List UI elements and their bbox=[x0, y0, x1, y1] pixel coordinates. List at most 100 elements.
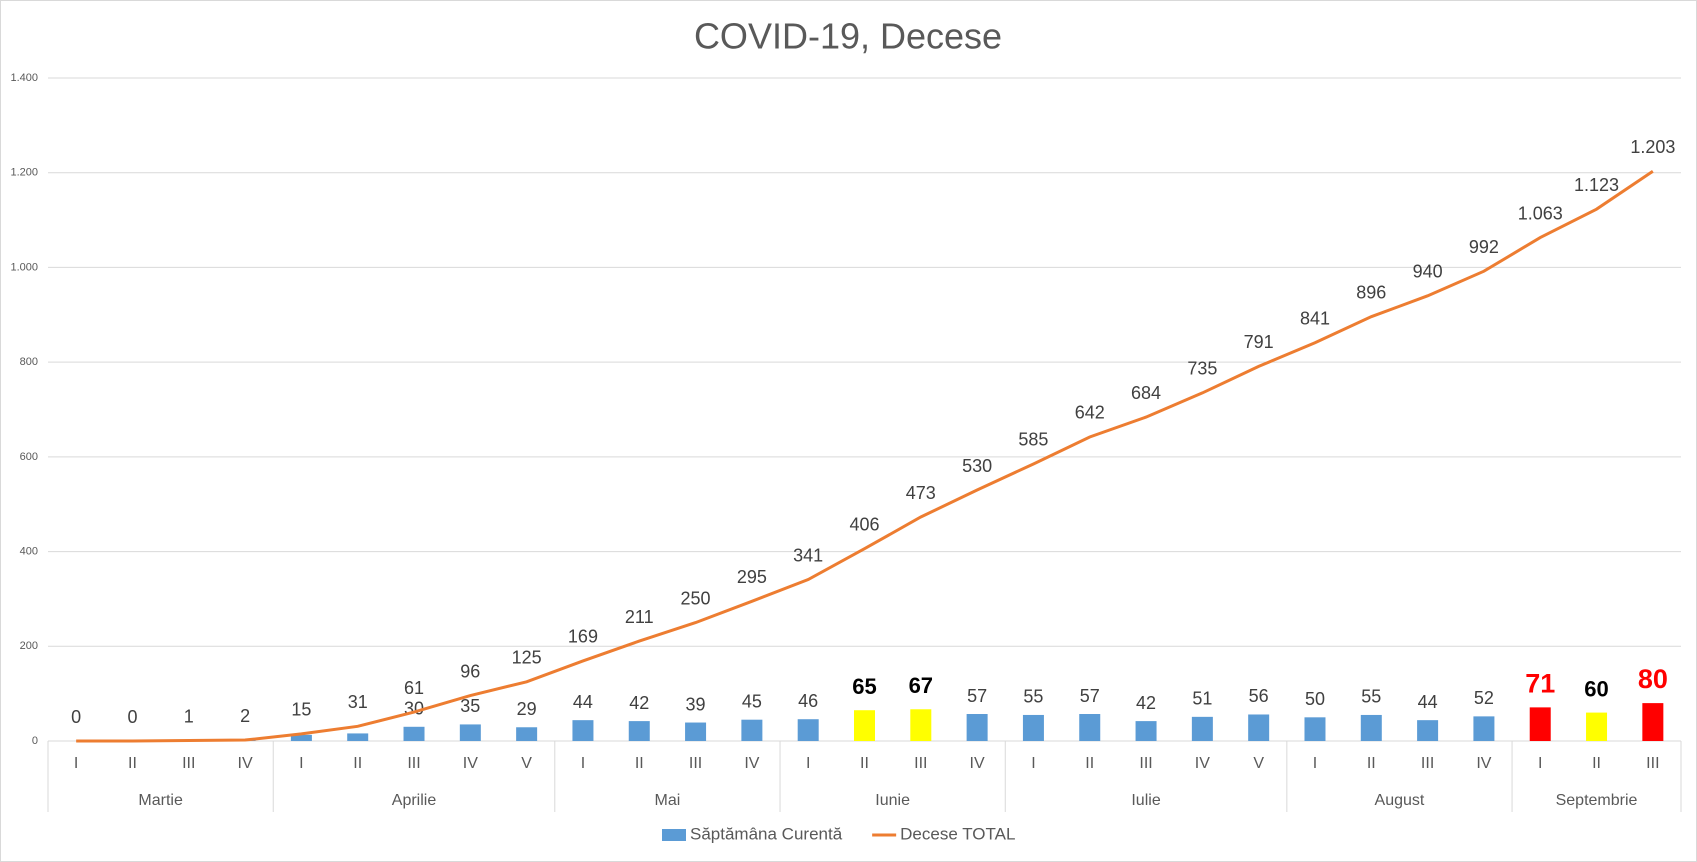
line-value-label: 1.203 bbox=[1630, 137, 1675, 157]
bar bbox=[854, 710, 875, 741]
bar bbox=[628, 721, 650, 741]
y-tick-label: 400 bbox=[20, 545, 38, 557]
line bbox=[76, 170, 1654, 743]
line-value-label: 1.063 bbox=[1518, 203, 1563, 223]
bar-value-label: 44 bbox=[573, 692, 593, 712]
bar bbox=[516, 727, 538, 741]
x-tick-label: I bbox=[1538, 755, 1542, 772]
line-value-label: 295 bbox=[737, 567, 767, 587]
x-tick-label: II bbox=[635, 755, 644, 772]
line-value-label: 530 bbox=[962, 456, 992, 476]
bar bbox=[741, 719, 763, 741]
x-tick-label: II bbox=[353, 755, 362, 772]
line-value-label: 0 bbox=[127, 707, 137, 727]
bar-value-label: 39 bbox=[686, 694, 706, 714]
bar-value-label: 52 bbox=[1474, 688, 1494, 708]
bar-value-label: 42 bbox=[1136, 693, 1156, 713]
y-tick-label: 800 bbox=[20, 356, 38, 368]
bar bbox=[403, 726, 425, 741]
bar-value-label: 55 bbox=[1023, 687, 1043, 707]
x-tick-label: II bbox=[860, 755, 869, 772]
y-tick-label: 200 bbox=[20, 640, 38, 652]
bar bbox=[1529, 707, 1551, 741]
line-value-label: 125 bbox=[512, 648, 542, 668]
bar-value-label: 51 bbox=[1192, 689, 1212, 709]
line-value-label: 642 bbox=[1075, 403, 1105, 423]
bar-value-label: 65 bbox=[852, 674, 876, 699]
legend-swatch bbox=[662, 829, 686, 841]
line-value-label: 684 bbox=[1131, 383, 1161, 403]
line-value-label: 841 bbox=[1300, 308, 1330, 328]
bar bbox=[1360, 714, 1382, 741]
bar bbox=[1642, 703, 1664, 741]
x-tick-label: I bbox=[806, 755, 810, 772]
line-value-label: 2 bbox=[240, 706, 250, 726]
bar bbox=[1586, 712, 1608, 741]
chart-title: COVID-19, Decese bbox=[694, 16, 1002, 57]
legend-label: Decese TOTAL bbox=[900, 824, 1015, 843]
bar bbox=[1417, 720, 1439, 741]
bar bbox=[572, 720, 594, 741]
bar-value-label: 29 bbox=[517, 699, 537, 719]
x-tick-label: I bbox=[299, 755, 303, 772]
bar bbox=[1473, 716, 1495, 741]
x-tick-label: IV bbox=[1195, 755, 1210, 772]
bar bbox=[1248, 714, 1270, 741]
line-value-label: 473 bbox=[906, 483, 936, 503]
line-value-label: 15 bbox=[291, 700, 311, 720]
x-tick-label: II bbox=[1085, 755, 1094, 772]
x-tick-label: II bbox=[128, 755, 137, 772]
bar-value-label: 56 bbox=[1249, 686, 1269, 706]
bar-value-label: 42 bbox=[629, 693, 649, 713]
line-value-label: 31 bbox=[348, 692, 368, 712]
x-tick-label: IV bbox=[463, 755, 478, 772]
bar-value-label: 35 bbox=[460, 696, 480, 716]
bar bbox=[459, 724, 481, 741]
line-value-label: 735 bbox=[1187, 359, 1217, 379]
bar-value-label: 71 bbox=[1525, 669, 1555, 699]
bar bbox=[966, 714, 988, 741]
y-tick-label: 1.400 bbox=[10, 72, 38, 84]
line-value-label: 940 bbox=[1413, 262, 1443, 282]
group-label: Iunie bbox=[875, 792, 910, 809]
bar-value-label: 67 bbox=[909, 673, 933, 698]
x-tick-label: II bbox=[1592, 755, 1601, 772]
x-tick-label: IV bbox=[1476, 755, 1491, 772]
bar bbox=[290, 734, 312, 741]
x-tick-label: V bbox=[1253, 755, 1264, 772]
bar-value-label: 50 bbox=[1305, 689, 1325, 709]
group-label: Mai bbox=[655, 792, 681, 809]
bar bbox=[1022, 714, 1044, 741]
x-tick-label: III bbox=[1421, 755, 1434, 772]
legend-label: Săptămâna Curentă bbox=[690, 824, 843, 843]
bar-value-label: 57 bbox=[1080, 686, 1100, 706]
y-tick-label: 1.000 bbox=[10, 261, 38, 273]
y-tick-label: 1.200 bbox=[10, 167, 38, 179]
group-label: Septembrie bbox=[1556, 792, 1638, 809]
x-tick-label: IV bbox=[238, 755, 253, 772]
bar bbox=[347, 733, 369, 741]
bar bbox=[797, 719, 819, 741]
y-tick-label: 0 bbox=[32, 735, 38, 747]
bar bbox=[910, 709, 932, 741]
group-label: Aprilie bbox=[392, 792, 437, 809]
bar-value-label: 57 bbox=[967, 686, 987, 706]
line-value-label: 896 bbox=[1356, 282, 1386, 302]
x-tick-label: III bbox=[1646, 755, 1659, 772]
line-value-label: 250 bbox=[681, 588, 711, 608]
x-tick-label: II bbox=[1367, 755, 1376, 772]
y-tick-label: 600 bbox=[20, 451, 38, 463]
bar bbox=[1079, 714, 1101, 741]
bar-value-label: 45 bbox=[742, 691, 762, 711]
x-tick-label: I bbox=[1031, 755, 1035, 772]
line-value-label: 211 bbox=[625, 607, 654, 627]
x-tick-label: IV bbox=[970, 755, 985, 772]
bar-value-label: 44 bbox=[1418, 692, 1438, 712]
group-label: Iulie bbox=[1131, 792, 1160, 809]
line-value-label: 341 bbox=[793, 545, 823, 565]
line-value-label: 1 bbox=[184, 706, 194, 726]
line-value-label: 1.123 bbox=[1574, 175, 1619, 195]
x-tick-label: III bbox=[182, 755, 195, 772]
